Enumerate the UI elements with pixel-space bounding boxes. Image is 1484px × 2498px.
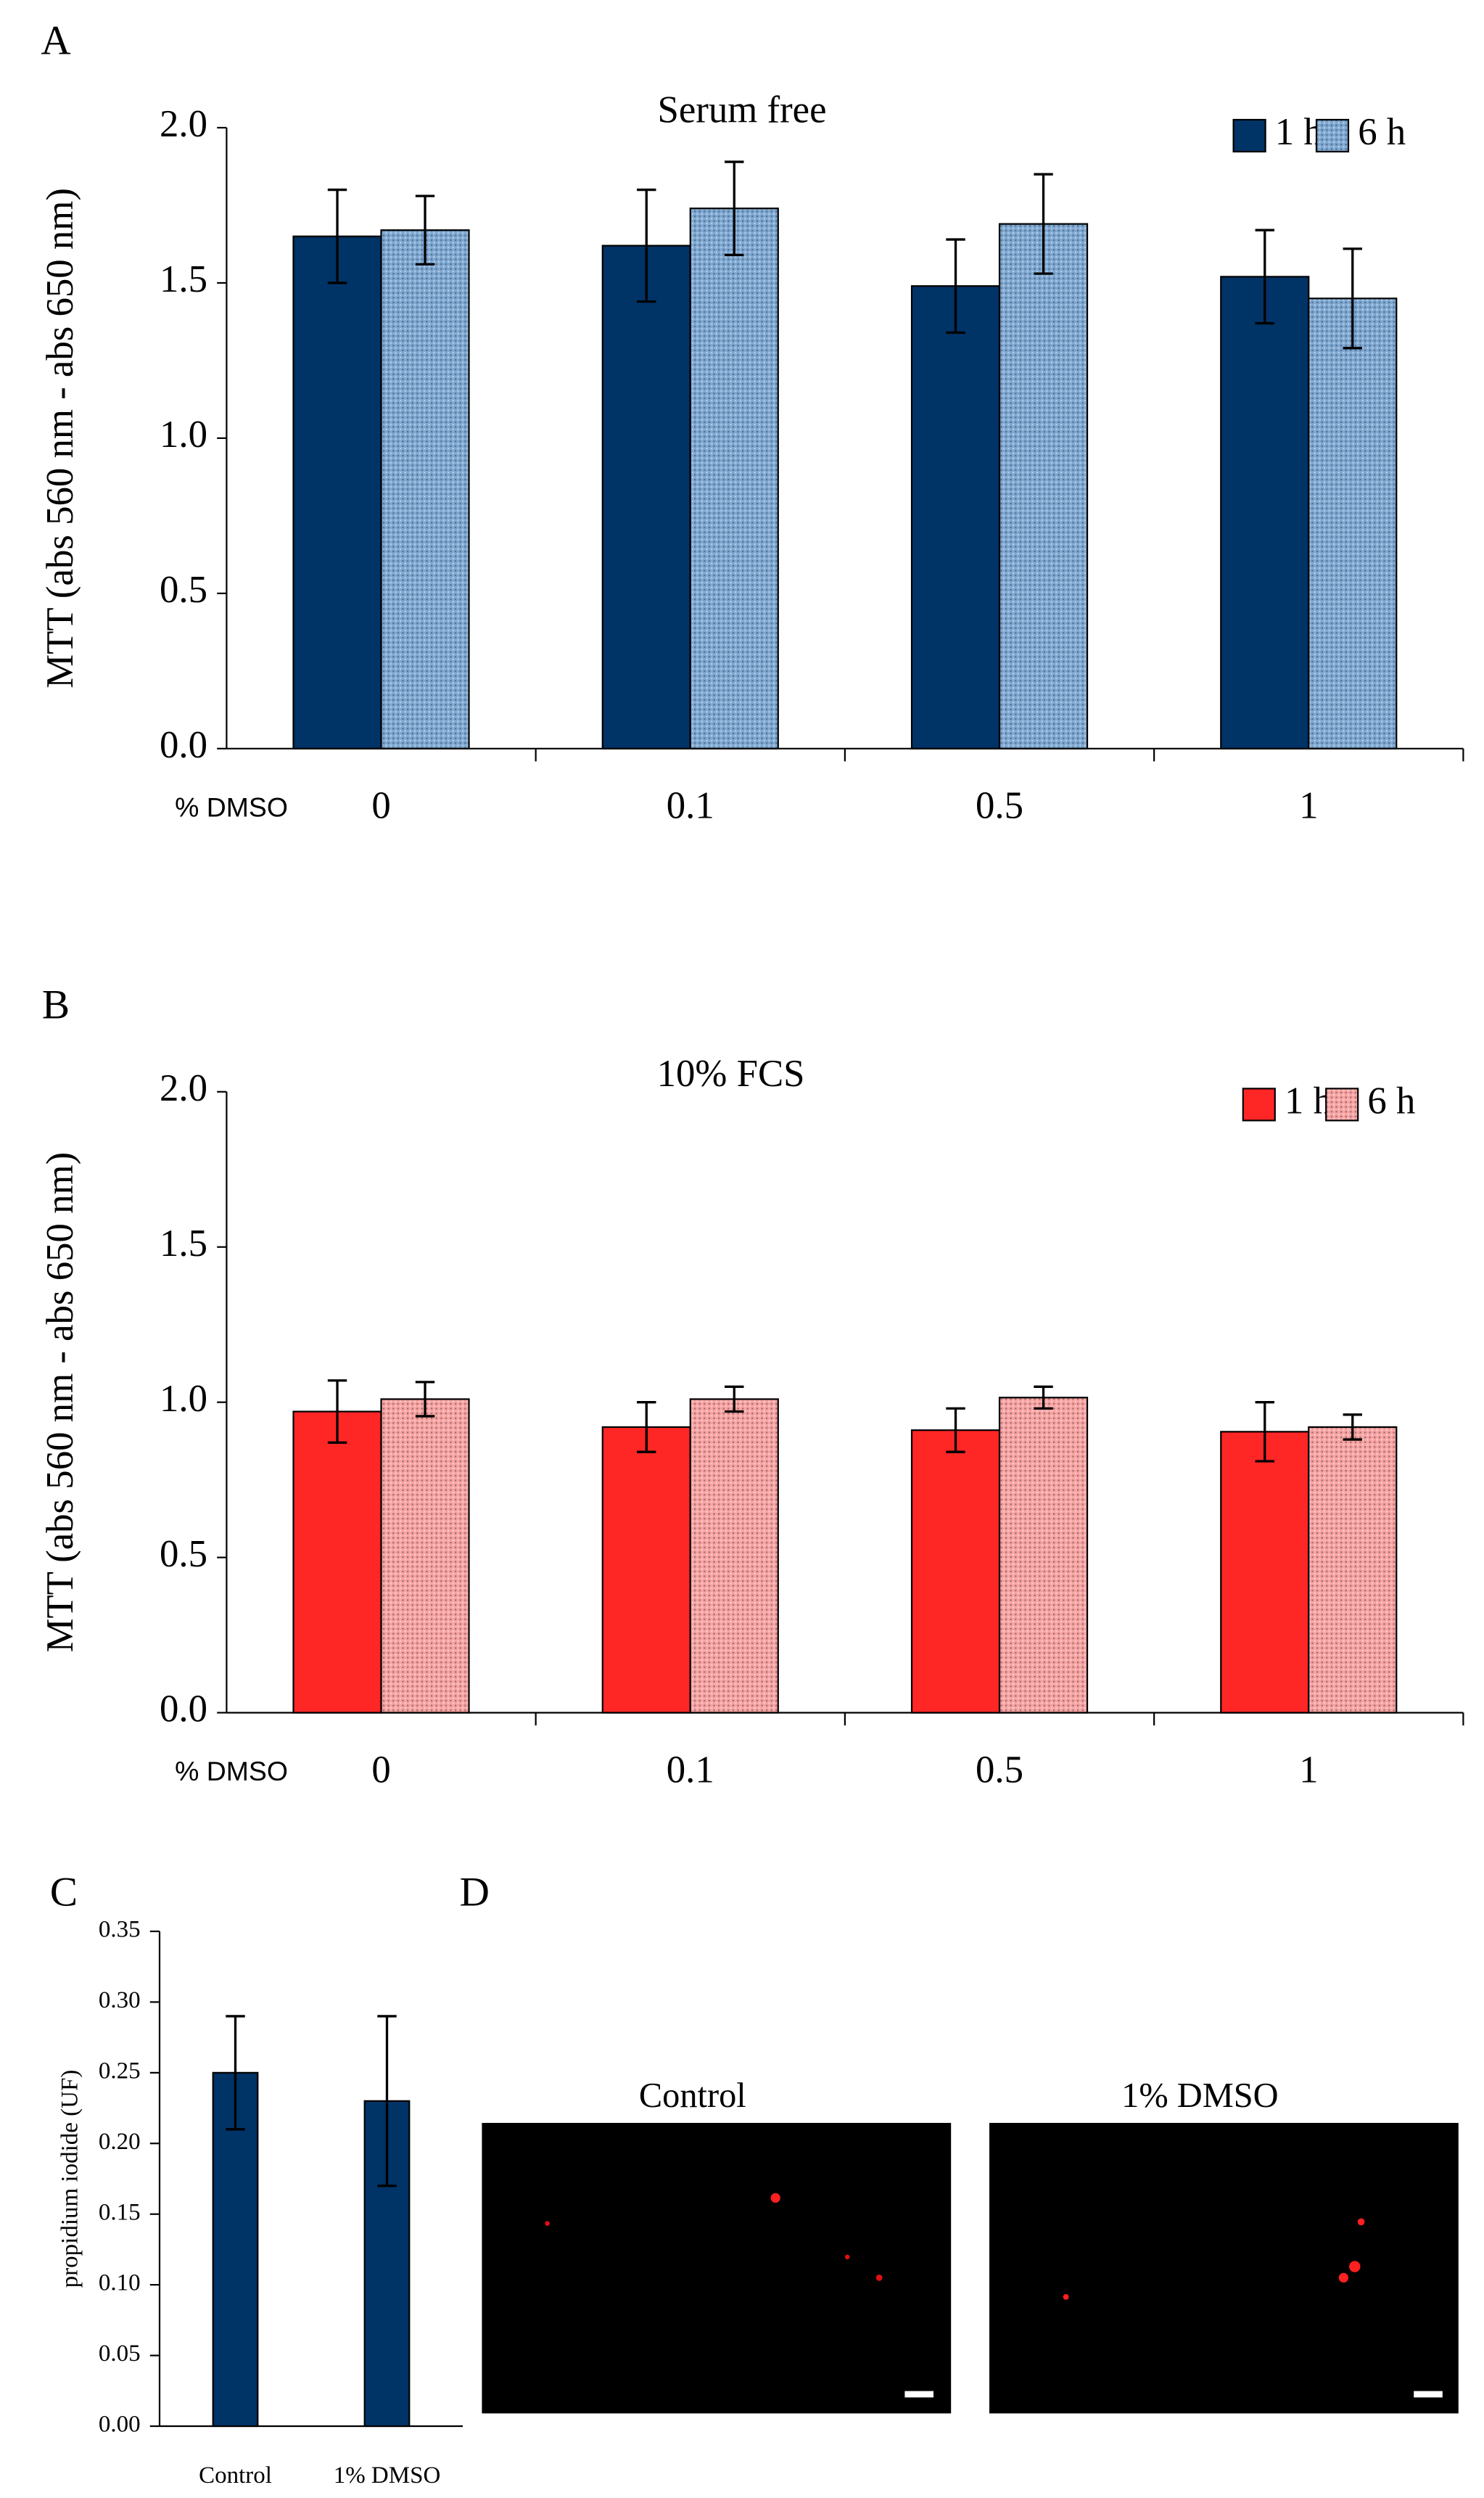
error-bar: [1034, 173, 1053, 275]
error-bar: [637, 1401, 656, 1453]
bar: [292, 1410, 382, 1714]
bar: [380, 1398, 470, 1714]
y-tick-label: 0.20: [99, 2129, 141, 2155]
x-tick-label: 0.5: [976, 785, 1023, 827]
x-tick-label: 1% DMSO: [334, 2462, 441, 2489]
scale-bar: [1414, 2391, 1443, 2398]
x-tick-label: 0: [371, 1749, 390, 1791]
error-bar: [327, 1379, 347, 1444]
y-tick-label: 1.0: [160, 414, 207, 456]
cell: [1338, 2272, 1348, 2283]
y-tick-label: 0.0: [160, 724, 207, 766]
x-axis-label: % DMSO: [175, 792, 288, 822]
y-tick-label: 0.25: [99, 2058, 141, 2084]
y-axis-label: MTT (abs 560 nm - abs 650 nm): [39, 1152, 81, 1653]
legend-swatch: [1325, 1088, 1359, 1122]
error-bar: [1034, 1385, 1053, 1410]
x-tick-label: 0.5: [976, 1749, 1023, 1791]
cell: [1357, 2218, 1365, 2226]
error-bar: [415, 194, 435, 266]
bar: [1220, 1431, 1310, 1714]
x-tick-label: 0.1: [667, 1749, 714, 1791]
y-tick-label: 0.35: [99, 1917, 141, 1943]
x-tick-label: 0.1: [667, 785, 714, 827]
y-tick-label: 1.0: [160, 1378, 207, 1420]
image-title: Control: [639, 2076, 746, 2115]
y-axis-label: MTT (abs 560 nm - abs 650 nm): [39, 188, 81, 689]
scale-bar: [904, 2391, 933, 2398]
micrograph-control: [482, 2123, 952, 2414]
error-bar: [637, 188, 656, 303]
x-tick-label: 0: [371, 785, 390, 827]
image-background: [482, 2123, 952, 2414]
y-tick-label: 2.0: [160, 1067, 207, 1109]
cell: [770, 2193, 780, 2203]
y-axis-label: propidium iodide (UF): [57, 2070, 83, 2288]
error-bar: [1255, 1401, 1274, 1463]
chart-title: 10% FCS: [657, 1053, 805, 1095]
error-bar: [415, 1381, 435, 1418]
error-bar: [725, 160, 744, 257]
bar: [910, 1429, 1001, 1714]
legend-label: 6 h: [1358, 111, 1406, 153]
y-tick-label: 0.15: [99, 2199, 141, 2225]
y-tick-label: 1.5: [160, 258, 207, 300]
bar: [910, 285, 1001, 749]
y-tick-label: 0.10: [99, 2270, 141, 2296]
bar: [998, 1397, 1089, 1714]
cell: [1063, 2293, 1069, 2300]
bar: [1220, 276, 1310, 749]
chart-title: Serum free: [657, 89, 826, 131]
image-background: [989, 2123, 1459, 2414]
bar: [212, 2071, 259, 2428]
bar: [1308, 297, 1398, 749]
bar: [601, 245, 691, 749]
panel-label: C: [50, 1870, 78, 1915]
x-tick-label: Control: [199, 2462, 272, 2489]
micrograph-dmso: [989, 2123, 1459, 2414]
legend-label: 1 h: [1285, 1080, 1332, 1122]
cell: [1349, 2261, 1361, 2272]
panel-label: B: [42, 982, 70, 1028]
bar: [292, 235, 382, 749]
error-bar: [327, 188, 347, 284]
y-tick-label: 1.5: [160, 1223, 207, 1265]
legend-label: 1 h: [1275, 111, 1323, 153]
x-tick-label: 1: [1299, 1749, 1318, 1791]
x-tick-label: 1: [1299, 785, 1318, 827]
error-bar: [946, 238, 965, 334]
legend-swatch: [1315, 118, 1350, 153]
y-tick-label: 2.0: [160, 103, 207, 145]
error-bar: [1255, 229, 1274, 325]
bar: [689, 1398, 779, 1714]
image-title: 1% DMSO: [1121, 2076, 1278, 2115]
error-bar: [226, 2015, 245, 2131]
error-bar: [1343, 1413, 1362, 1441]
legend-swatch: [1232, 118, 1266, 153]
y-tick-label: 0.30: [99, 1987, 141, 2013]
bar: [998, 223, 1089, 749]
x-axis-label: % DMSO: [175, 1756, 288, 1786]
error-bar: [377, 2015, 397, 2187]
panel-label: A: [41, 18, 70, 64]
legend-label: 6 h: [1367, 1080, 1415, 1122]
panel-label: D: [460, 1870, 490, 1915]
y-tick-label: 0.0: [160, 1688, 207, 1730]
bar: [1308, 1426, 1398, 1714]
bar: [601, 1426, 691, 1714]
y-tick-label: 0.5: [160, 1533, 207, 1575]
cell: [545, 2221, 550, 2226]
cell: [875, 2275, 883, 2281]
legend-swatch: [1242, 1088, 1276, 1122]
bar: [689, 208, 779, 749]
y-tick-label: 0.00: [99, 2412, 141, 2438]
y-tick-label: 0.5: [160, 569, 207, 611]
error-bar: [946, 1407, 965, 1453]
cell: [844, 2254, 850, 2260]
bar: [380, 229, 470, 749]
y-tick-label: 0.05: [99, 2341, 141, 2367]
error-bar: [725, 1385, 744, 1413]
error-bar: [1343, 247, 1362, 350]
